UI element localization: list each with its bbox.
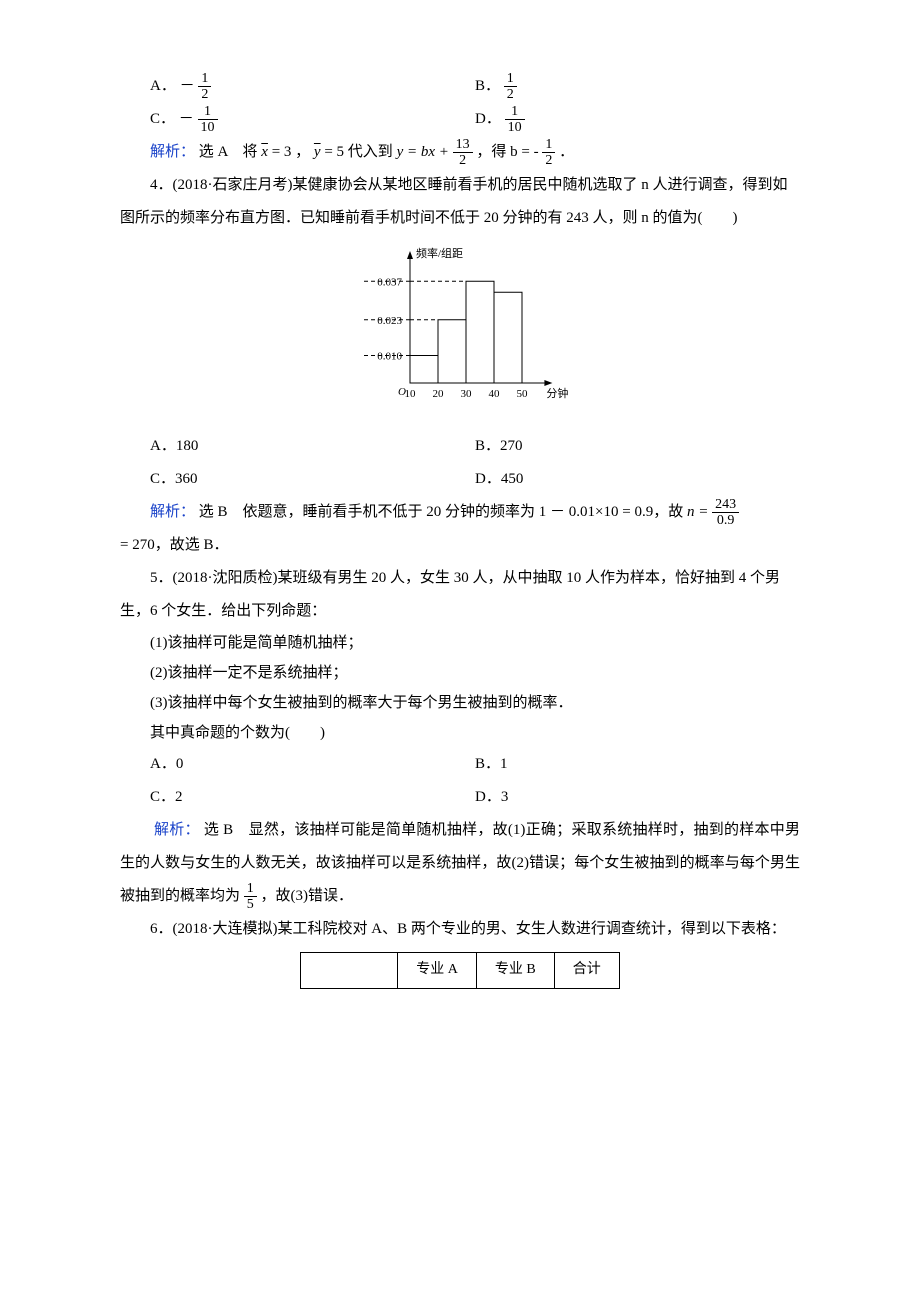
frac-den: 10 [198, 120, 218, 135]
frac-den: 10 [505, 120, 525, 135]
q5-ask: 其中真命题的个数为( ) [150, 718, 800, 748]
q5-option-C: C．2 [150, 781, 475, 814]
q4-histogram: 频率/组距O0.0100.0230.0371020304050分钟 [120, 243, 800, 426]
neg-sign: － [179, 111, 194, 127]
svg-text:0.010: 0.010 [377, 351, 402, 363]
fraction: 1 10 [198, 104, 218, 136]
q5-prop-3: (3)该抽样中每个女生被抽到的概率大于每个男生被抽到的概率． [150, 688, 800, 718]
frac-num: 1 [505, 104, 525, 120]
q3-option-C: C． － 1 10 [150, 103, 475, 136]
frac-num: 1 [244, 881, 257, 897]
q4-option-D: D．450 [475, 463, 800, 496]
frac-num: 1 [504, 71, 517, 87]
frac-num: 1 [542, 137, 555, 153]
solution-text: = 270，故选 B． [120, 537, 228, 553]
opt-label: C． [150, 111, 175, 127]
frac-num: 13 [453, 137, 473, 153]
solution-text: ，故(3)错误． [261, 888, 354, 904]
svg-text:50: 50 [517, 388, 529, 400]
solution-text: ，得 b = - [476, 144, 542, 160]
solution-text: 选 B 依题意，睡前看手机不低于 20 分钟的频率为 1 － 0.01×10 =… [199, 504, 687, 520]
q4-options-row1: A．180 B．270 [150, 430, 800, 463]
solution-text: = 5 代入到 [324, 144, 396, 160]
fraction: 1 2 [504, 71, 517, 103]
q5-options-row2: C．2 D．3 [150, 781, 800, 814]
q5-prop-1: (1)该抽样可能是简单随机抽样； [150, 628, 800, 658]
neg-sign: － [180, 78, 195, 94]
frac-den: 2 [504, 87, 517, 102]
var-xbar: x [261, 144, 268, 160]
q3-options-row1: A． － 1 2 B． 1 2 [150, 70, 800, 103]
q5-option-B: B．1 [475, 748, 800, 781]
svg-text:30: 30 [461, 388, 473, 400]
svg-text:40: 40 [489, 388, 501, 400]
fraction: 1 10 [505, 104, 525, 136]
q4-solution: 解析： 选 B 依题意，睡前看手机不低于 20 分钟的频率为 1 － 0.01×… [120, 496, 800, 562]
fraction: 1 2 [542, 137, 555, 169]
q4-options-row2: C．360 D．450 [150, 463, 800, 496]
solution-text: 选 B 显然，该抽样可能是简单随机抽样，故(1)正确；采取系统抽样时，抽到的样本… [120, 822, 800, 904]
solution-text: 选 A 将 [199, 144, 258, 160]
q5-solution: 解析： 选 B 显然，该抽样可能是简单随机抽样，故(1)正确；采取系统抽样时，抽… [120, 814, 800, 913]
frac-den: 2 [198, 87, 211, 102]
frac-den: 2 [542, 153, 555, 168]
q4-option-A: A．180 [150, 430, 475, 463]
var-ybar: y [314, 144, 321, 160]
q4-stem: 4．(2018·石家庄月考)某健康协会从某地区睡前看手机的居民中随机选取了 n … [120, 169, 800, 235]
table-cell [301, 953, 398, 989]
q3-option-D: D． 1 10 [475, 103, 800, 136]
histogram-svg: 频率/组距O0.0100.0230.0371020304050分钟 [340, 243, 580, 413]
var-n: n = [687, 504, 712, 520]
fraction: 13 2 [453, 137, 473, 169]
svg-text:10: 10 [405, 388, 417, 400]
table-cell: 专业 B [476, 953, 554, 989]
solution-text: = 3 ， [272, 144, 310, 160]
q4-option-B: B．270 [475, 430, 800, 463]
fraction: 1 2 [198, 71, 211, 103]
q5-stem: 5．(2018·沈阳质检)某班级有男生 20 人，女生 30 人，从中抽取 10… [120, 562, 800, 628]
fraction: 243 0.9 [712, 497, 739, 529]
table-row: 专业 A 专业 B 合计 [301, 953, 619, 989]
svg-text:20: 20 [433, 388, 445, 400]
q3-solution: 解析： 选 A 将 x = 3 ， y = 5 代入到 y = bx + 13 … [120, 136, 800, 169]
table-cell: 合计 [554, 953, 619, 989]
q6-table: 专业 A 专业 B 合计 [300, 952, 619, 989]
svg-text:频率/组距: 频率/组距 [416, 246, 463, 260]
frac-num: 1 [198, 71, 211, 87]
q3-option-B: B． 1 2 [475, 70, 800, 103]
frac-den: 2 [453, 153, 473, 168]
q5-option-A: A．0 [150, 748, 475, 781]
fraction: 1 5 [244, 881, 257, 913]
q3-option-A: A． － 1 2 [150, 70, 475, 103]
q4-option-C: C．360 [150, 463, 475, 496]
opt-label: A． [150, 78, 176, 94]
q3-options-row2: C． － 1 10 D． 1 10 [150, 103, 800, 136]
svg-text:分钟: 分钟 [546, 386, 568, 400]
frac-num: 1 [198, 104, 218, 120]
solution-label: 解析： [154, 822, 200, 838]
table-cell: 专业 A [398, 953, 477, 989]
opt-label: D． [475, 111, 501, 127]
svg-text:0.023: 0.023 [377, 315, 402, 327]
svg-text:0.037: 0.037 [377, 276, 402, 288]
solution-text: ． [559, 144, 574, 160]
solution-label: 解析： [150, 504, 195, 520]
frac-den: 0.9 [712, 513, 739, 528]
q6-stem: 6．(2018·大连模拟)某工科院校对 A、B 两个专业的男、女生人数进行调查统… [120, 913, 800, 946]
equation: y = bx + [397, 144, 453, 160]
opt-label: B． [475, 78, 500, 94]
q5-option-D: D．3 [475, 781, 800, 814]
q5-prop-2: (2)该抽样一定不是系统抽样； [150, 658, 800, 688]
frac-num: 243 [712, 497, 739, 513]
solution-label: 解析： [150, 144, 195, 160]
frac-den: 5 [244, 897, 257, 912]
q5-options-row1: A．0 B．1 [150, 748, 800, 781]
